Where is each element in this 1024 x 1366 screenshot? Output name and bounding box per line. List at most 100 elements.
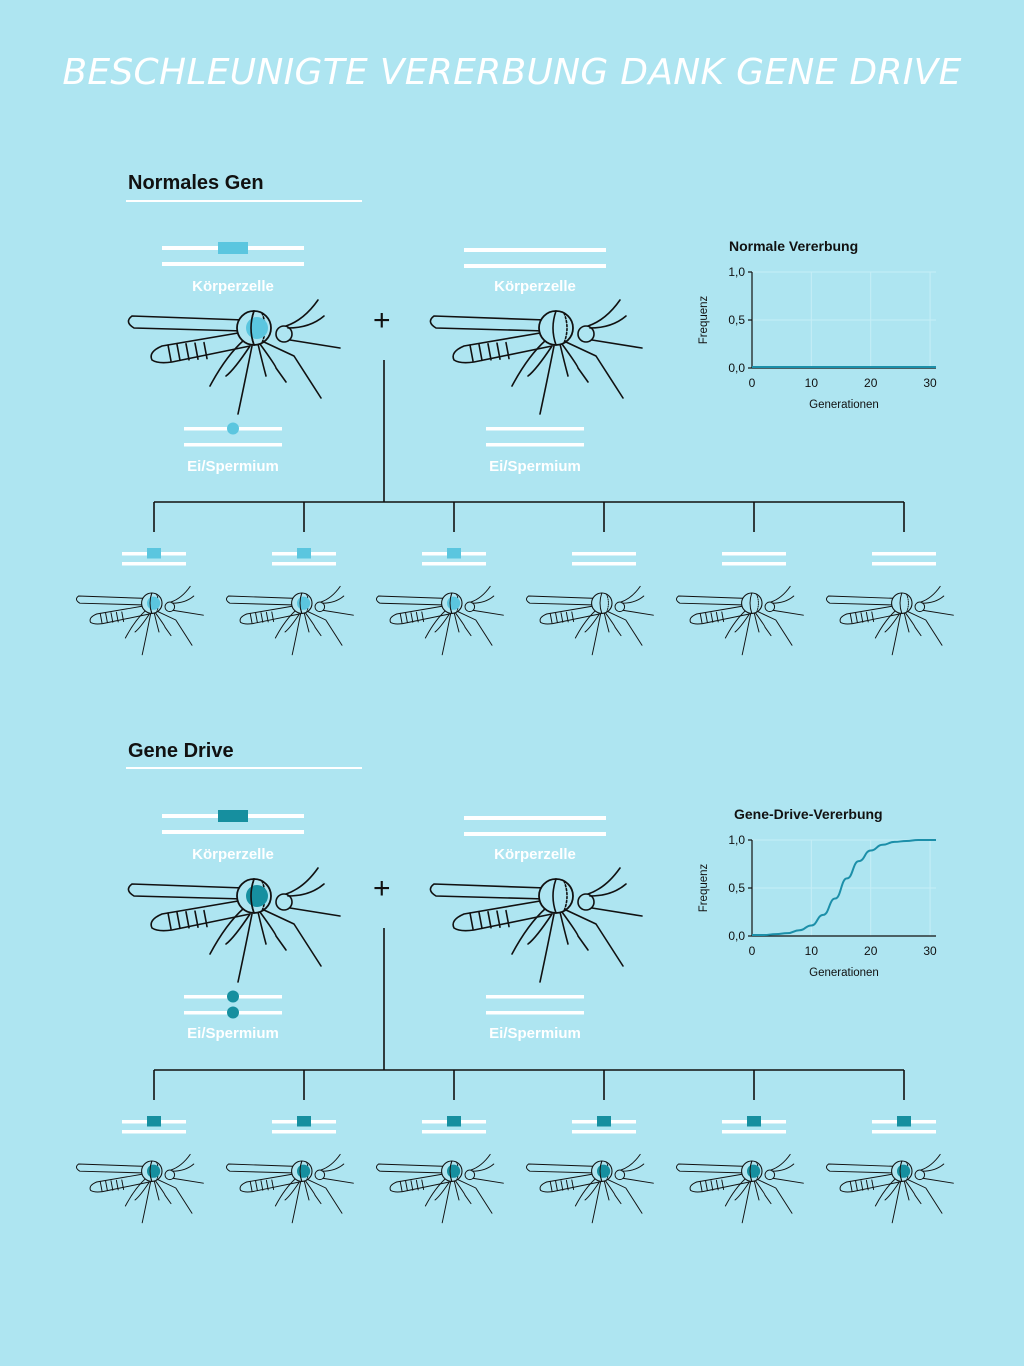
leg bbox=[237, 345, 253, 415]
proboscis bbox=[922, 1177, 954, 1184]
abdomen-stripe bbox=[865, 1179, 869, 1191]
leg bbox=[209, 339, 245, 387]
proboscis bbox=[922, 609, 954, 616]
antenna bbox=[589, 883, 627, 897]
mosquito-icon bbox=[76, 585, 204, 656]
x-tick-label: 20 bbox=[864, 944, 878, 958]
leg bbox=[734, 613, 750, 633]
thorax-line bbox=[449, 592, 453, 614]
thorax-line bbox=[250, 878, 255, 914]
abdomen bbox=[839, 1173, 900, 1193]
chromosome bbox=[422, 562, 486, 566]
antenna bbox=[920, 585, 941, 603]
head bbox=[914, 1169, 926, 1181]
leg bbox=[907, 1179, 943, 1214]
y-axis-label: Frequenz bbox=[698, 295, 710, 344]
offspring-chromosome-icon bbox=[272, 1116, 336, 1134]
x-tick-label: 10 bbox=[805, 944, 819, 958]
abdomen-stripe bbox=[415, 1179, 419, 1191]
thorax-line bbox=[563, 880, 568, 912]
leg bbox=[753, 1180, 760, 1201]
abdomen-stripe bbox=[496, 910, 501, 928]
thorax-line bbox=[149, 592, 153, 614]
abdomen-stripe bbox=[203, 341, 208, 360]
wing bbox=[76, 1163, 149, 1174]
leg bbox=[259, 911, 287, 951]
leg bbox=[559, 343, 569, 377]
offspring-chromosome-icon bbox=[272, 548, 336, 566]
abdomen bbox=[389, 605, 450, 625]
proboscis bbox=[622, 609, 654, 616]
leg bbox=[124, 609, 147, 639]
leg bbox=[307, 1179, 343, 1214]
abdomen-stripe bbox=[560, 612, 564, 623]
gene-marker bbox=[747, 1164, 761, 1178]
mosquito-icon bbox=[127, 867, 341, 983]
leg bbox=[263, 341, 322, 399]
head bbox=[275, 893, 293, 911]
antenna bbox=[471, 1163, 495, 1172]
gene-marker bbox=[447, 1116, 461, 1127]
proboscis bbox=[772, 609, 804, 616]
abdomen-stripe bbox=[421, 1179, 425, 1191]
abdomen-stripe bbox=[565, 1179, 569, 1191]
gene-marker bbox=[597, 1116, 611, 1127]
leg bbox=[904, 612, 922, 637]
abdomen-stripe bbox=[105, 612, 108, 624]
leg bbox=[153, 1180, 160, 1201]
chromosome-pair-icon bbox=[464, 248, 606, 268]
gene-marker bbox=[227, 990, 239, 1003]
gene-marker bbox=[218, 242, 248, 254]
abdomen-stripe bbox=[399, 612, 403, 624]
abdomen-stripe bbox=[555, 1180, 558, 1192]
mosquito-icon bbox=[526, 585, 654, 656]
gene-marker bbox=[147, 1164, 161, 1178]
abdomen-stripe bbox=[705, 612, 708, 624]
head bbox=[914, 601, 926, 613]
mosquito-icon bbox=[526, 1153, 654, 1224]
leg bbox=[134, 1181, 150, 1201]
antenna bbox=[320, 585, 341, 603]
leg bbox=[457, 611, 493, 646]
wing bbox=[526, 595, 599, 606]
frequency-chart: 0 10 20 30 0,0 0,5 1,0 Generationen Frequenz bbox=[698, 833, 937, 979]
proboscis bbox=[472, 1177, 504, 1184]
proboscis bbox=[322, 609, 354, 616]
head bbox=[464, 1169, 476, 1181]
leg bbox=[574, 1177, 597, 1207]
abdomen-stripe bbox=[549, 612, 553, 624]
abdomen-stripe bbox=[185, 911, 190, 929]
antenna bbox=[170, 1153, 191, 1171]
thorax-line bbox=[449, 1160, 453, 1182]
leg bbox=[307, 611, 343, 646]
leg bbox=[561, 911, 589, 951]
antenna bbox=[285, 867, 319, 895]
gene-marker bbox=[147, 548, 161, 559]
leg bbox=[237, 913, 253, 983]
x-tick-label: 10 bbox=[805, 376, 819, 390]
antenna bbox=[470, 585, 491, 603]
abdomen-stripe bbox=[565, 611, 569, 623]
gene-marker bbox=[897, 1116, 911, 1127]
abdomen-stripe bbox=[871, 611, 875, 623]
chromosome bbox=[722, 1130, 786, 1134]
chromosome bbox=[162, 830, 304, 834]
gamete-chromosome-icon bbox=[184, 990, 282, 1019]
abdomen bbox=[89, 1173, 150, 1193]
leg bbox=[441, 613, 452, 656]
leg bbox=[539, 913, 555, 983]
chromosome bbox=[122, 562, 186, 566]
leg bbox=[157, 1179, 193, 1214]
leg bbox=[274, 609, 297, 639]
leg bbox=[591, 1181, 602, 1224]
y-tick-label: 1,0 bbox=[728, 833, 745, 847]
leg bbox=[561, 343, 589, 383]
abdomen-stripe bbox=[176, 911, 181, 930]
abdomen-stripe bbox=[176, 343, 181, 362]
thorax-line bbox=[606, 593, 609, 613]
mosquito-icon bbox=[676, 585, 804, 656]
cell-label-right: Körperzelle bbox=[494, 846, 576, 863]
abdomen-stripe bbox=[260, 612, 264, 623]
chromosome-pair-icon bbox=[162, 810, 304, 834]
x-axis-label: Generationen bbox=[809, 967, 879, 979]
